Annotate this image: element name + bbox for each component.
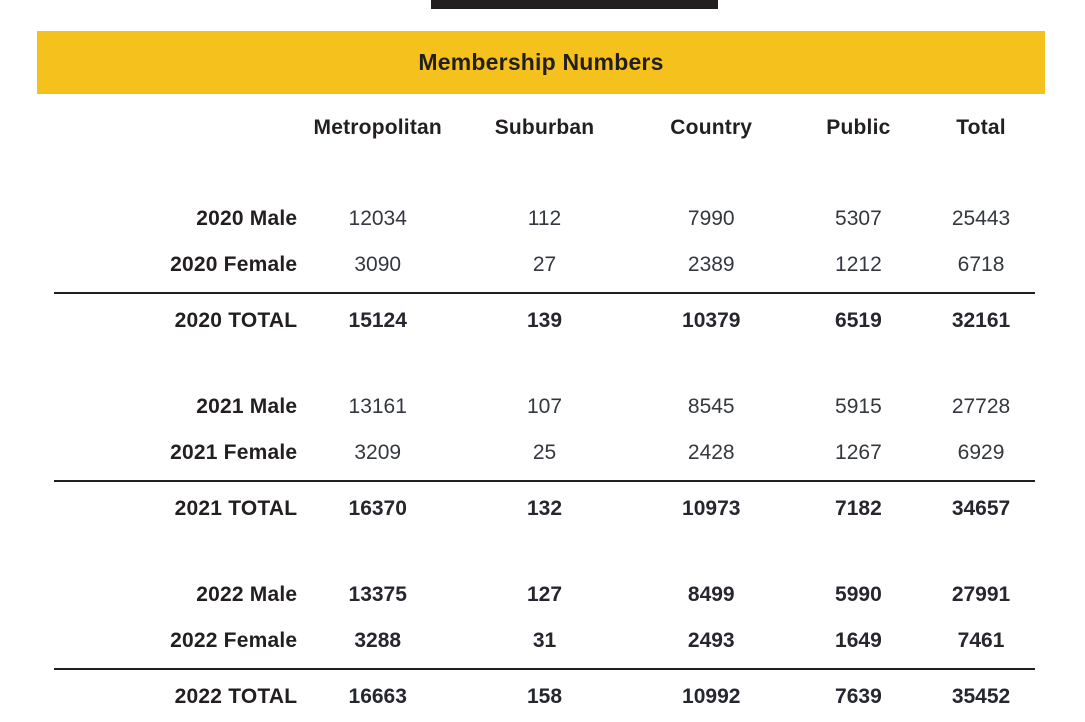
- cell-value: 34657: [951, 497, 1011, 520]
- cell-value: 7990: [687, 207, 735, 230]
- cell-value: 13161: [348, 395, 407, 418]
- row-label: 2020 Female: [170, 253, 298, 276]
- header-cell-suburban: Suburban: [494, 116, 595, 139]
- cell-value: 158: [526, 685, 563, 708]
- cell-value: 6929: [957, 441, 1005, 464]
- section-divider: [54, 480, 1035, 482]
- cell-value: 3090: [354, 253, 402, 276]
- cell-value: 16370: [348, 497, 407, 520]
- table-total-row: 2020 TOTAL 15124 139 10379 6519 32161: [54, 296, 1035, 346]
- membership-table: Metropolitan Suburban Country Public Tot…: [54, 116, 1035, 722]
- row-label: 2021 Female: [170, 441, 298, 464]
- table-body: 2020 Male 12034 112 7990 5307 25443 2020 Femal…: [54, 196, 1035, 722]
- section-divider: [54, 668, 1035, 670]
- row-label: 2022 TOTAL: [174, 685, 298, 708]
- cell-value: 127: [526, 583, 563, 606]
- cell-value: 6519: [835, 309, 882, 332]
- cell-value: 12034: [348, 207, 407, 230]
- cell-value: 3209: [354, 441, 402, 464]
- table-total-row: 2021 TOTAL 16370 132 10973 7182 34657: [54, 484, 1035, 534]
- row-label: 2022 Female: [170, 629, 298, 652]
- cell-value: 6718: [957, 253, 1005, 276]
- cell-value: 27: [532, 253, 557, 276]
- page-title: Membership Numbers: [418, 49, 664, 75]
- cell-value: 2493: [687, 629, 735, 652]
- cell-value: 13375: [348, 583, 407, 606]
- cell-value: 10379: [682, 309, 741, 332]
- cell-value: 8545: [687, 395, 735, 418]
- table-row: 2021 Female 3209 25 2428 1267 6929: [54, 430, 1035, 476]
- group-gap: [54, 346, 1035, 384]
- top-accent-bar: [431, 0, 718, 9]
- table-header-row: Metropolitan Suburban Country Public Tot…: [54, 116, 1035, 140]
- header-cell-metropolitan: Metropolitan: [313, 116, 442, 139]
- cell-value: 27728: [951, 395, 1011, 418]
- row-label: 2020 Male: [196, 207, 298, 230]
- cell-value: 1649: [835, 629, 882, 652]
- cell-value: 15124: [348, 309, 407, 332]
- group-gap: [54, 534, 1035, 572]
- table-row: 2022 Male 13375 127 8499 5990 27991: [54, 572, 1035, 618]
- cell-value: 5307: [835, 207, 882, 230]
- cell-value: 7639: [835, 685, 882, 708]
- cell-value: 32161: [951, 309, 1011, 332]
- table-total-row: 2022 TOTAL 16663 158 10992 7639 35452: [54, 672, 1035, 722]
- cell-value: 35452: [951, 685, 1011, 708]
- table-row: 2020 Female 3090 27 2389 1212 6718: [54, 242, 1035, 288]
- cell-value: 5915: [835, 395, 882, 418]
- cell-value: 1212: [835, 253, 882, 276]
- cell-value: 10992: [682, 685, 741, 708]
- cell-value: 8499: [687, 583, 735, 606]
- cell-value: 112: [527, 207, 562, 230]
- cell-value: 2428: [687, 441, 735, 464]
- section-divider: [54, 292, 1035, 294]
- cell-value: 25: [532, 441, 557, 464]
- row-label: 2022 Male: [196, 583, 298, 606]
- cell-value: 27991: [951, 583, 1011, 606]
- row-label: 2020 TOTAL: [174, 309, 298, 332]
- cell-value: 31: [532, 629, 557, 652]
- table-row: 2020 Male 12034 112 7990 5307 25443: [54, 196, 1035, 242]
- cell-value: 1267: [835, 441, 882, 464]
- cell-value: 10973: [682, 497, 741, 520]
- cell-value: 139: [526, 309, 563, 332]
- row-label: 2021 Male: [196, 395, 298, 418]
- cell-value: 2389: [687, 253, 735, 276]
- header-cell-country: Country: [670, 116, 753, 139]
- cell-value: 25443: [951, 207, 1011, 230]
- cell-value: 5990: [835, 583, 882, 606]
- cell-value: 132: [526, 497, 563, 520]
- title-bar: Membership Numbers: [37, 31, 1045, 94]
- header-cell-total: Total: [956, 116, 1006, 139]
- table-row: 2022 Female 3288 31 2493 1649 7461: [54, 618, 1035, 664]
- header-cell-public: Public: [826, 116, 891, 139]
- row-label: 2021 TOTAL: [174, 497, 298, 520]
- table-row: 2021 Male 13161 107 8545 5915 27728: [54, 384, 1035, 430]
- cell-value: 16663: [348, 685, 407, 708]
- cell-value: 7461: [957, 629, 1005, 652]
- cell-value: 3288: [354, 629, 402, 652]
- cell-value: 107: [526, 395, 563, 418]
- cell-value: 7182: [835, 497, 882, 520]
